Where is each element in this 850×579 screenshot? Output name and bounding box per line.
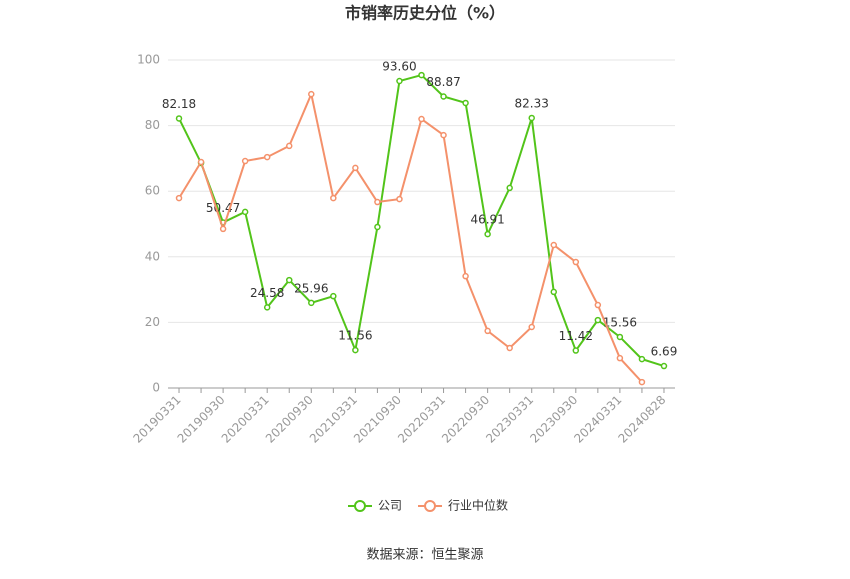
source: 数据来源：恒生聚源: [366, 548, 483, 563]
value-label: 24.58: [250, 286, 284, 300]
point: [506, 184, 513, 192]
point: [241, 208, 249, 216]
legend-marker: [424, 500, 437, 512]
point: [219, 225, 227, 233]
point: [197, 158, 205, 166]
point: [374, 198, 381, 206]
point: [285, 276, 293, 284]
y-tick-label: 60: [145, 184, 160, 198]
point: [308, 90, 315, 98]
point: [330, 194, 337, 202]
point: [241, 157, 249, 165]
point: [638, 355, 646, 363]
y-tick-label: 20: [145, 315, 160, 329]
value-label: 6.69: [651, 345, 678, 359]
value-label: 11.56: [338, 329, 372, 343]
value-label: 88.87: [426, 75, 460, 89]
point: [550, 241, 558, 249]
point: [550, 288, 558, 296]
y-tick-label: 80: [145, 118, 160, 132]
point: [374, 223, 381, 231]
point: [638, 378, 646, 386]
point: [440, 131, 447, 139]
point: [484, 230, 491, 238]
point: [418, 71, 425, 79]
chart-title: 市销率历史分位（%）: [345, 4, 505, 23]
point: [616, 333, 624, 341]
point: [263, 153, 271, 161]
value-label: 50.47: [206, 201, 240, 215]
value-label: 46.91: [470, 213, 504, 227]
point: [263, 304, 271, 311]
point: [616, 354, 624, 362]
value-label: 82.33: [515, 96, 549, 110]
legend-label: 公司: [378, 499, 402, 513]
point: [528, 323, 535, 331]
y-tick-label: 0: [152, 381, 160, 395]
point: [528, 114, 535, 122]
point: [462, 99, 469, 107]
value-label: 25.96: [294, 281, 328, 295]
point: [506, 344, 513, 352]
point: [396, 195, 403, 203]
point: [572, 347, 580, 354]
point: [440, 93, 447, 100]
legend-marker: [354, 500, 366, 512]
value-label: 93.60: [382, 59, 416, 73]
point: [175, 115, 183, 122]
series-line: [178, 90, 643, 383]
point: [308, 299, 315, 307]
point: [462, 272, 469, 280]
point: [660, 362, 668, 370]
point: [352, 164, 359, 172]
value-label: 82.18: [162, 97, 196, 111]
point: [418, 115, 425, 123]
x-tick-label: 20240828: [615, 393, 668, 446]
y-tick-label: 40: [145, 249, 160, 263]
point: [594, 316, 602, 324]
point: [572, 258, 580, 266]
point: [175, 194, 183, 202]
legend-label: 行业中位数: [448, 498, 508, 513]
point: [396, 77, 403, 85]
y-tick-label: 100: [137, 53, 160, 67]
point: [352, 346, 359, 354]
value-label: 15.56: [603, 315, 637, 329]
point: [330, 292, 337, 300]
value-label: 11.42: [559, 329, 593, 343]
point: [285, 142, 293, 150]
point: [484, 327, 491, 335]
point: [594, 301, 602, 309]
